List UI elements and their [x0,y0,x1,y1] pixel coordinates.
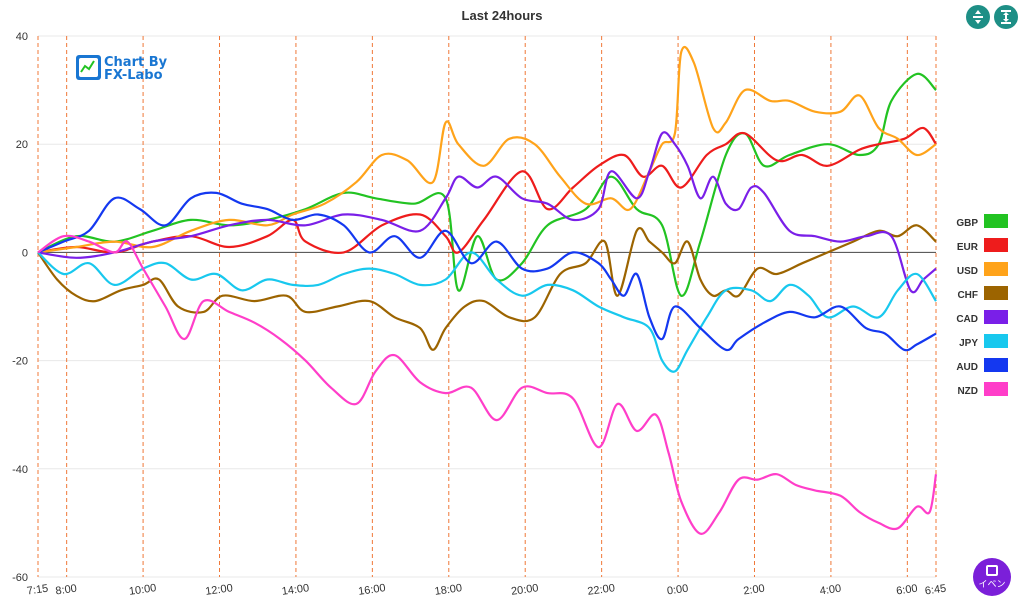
time-gridlines [37,36,937,577]
legend[interactable]: GBP EUR USD CHF CAD JPY AUD NZD [956,214,1008,397]
series-line-aud [37,191,937,352]
legend-label[interactable]: USD [957,266,978,277]
legend-swatch[interactable] [984,382,1008,396]
legend-label[interactable]: GBP [956,218,978,229]
series-line-chf [37,224,937,351]
legend-swatch[interactable] [984,358,1008,372]
legend-swatch[interactable] [984,262,1008,276]
logo-line2: FX-Labo [104,68,163,83]
y-tick-label: -60 [12,572,28,584]
legend-swatch[interactable] [984,286,1008,300]
x-tick-label: 10:00 [128,582,157,598]
x-tick-label: 14:00 [281,582,310,598]
logo-line1: Chart By [104,55,168,70]
event-button-label: イベン [978,578,1006,589]
split-view-button[interactable] [966,5,990,29]
y-tick-label: -40 [12,464,28,476]
y-tick-label: 20 [16,139,28,151]
x-tick-label: 6:00 [895,583,918,598]
x-tick-label: 20:00 [510,582,539,598]
series-line-nzd [37,234,938,535]
x-tick-label: 0:00 [666,583,689,598]
legend-swatch[interactable] [984,214,1008,228]
x-tick-label: 7:15 [26,583,49,598]
legend-swatch[interactable] [984,310,1008,324]
y-tick-label: -20 [12,356,28,368]
series-lines [37,46,938,535]
fit-view-button[interactable] [994,5,1018,29]
calendar-icon [986,564,998,576]
x-axis: 7:15 8:00 10:00 12:00 14:00 16:00 18:00 20:00 22… [26,582,947,598]
x-tick-label: 6:45 [924,583,947,598]
chart-title: Last 24hours [462,8,543,23]
y-tick-label: 40 [16,31,28,43]
x-tick-label: 22:00 [587,582,616,598]
legend-label[interactable]: JPY [959,338,978,349]
x-tick-label: 18:00 [434,582,463,598]
split-icon [973,10,983,24]
logo-chart-icon-line [80,60,95,73]
legend-label[interactable]: AUD [956,362,978,373]
logo: Chart By FX-Labo [76,55,168,83]
legend-label[interactable]: CHF [957,290,978,301]
fit-vertical-icon [1001,10,1011,24]
legend-label[interactable]: EUR [957,242,979,253]
x-tick-label: 16:00 [357,582,386,598]
x-tick-label: 12:00 [205,582,234,598]
x-tick-label: 8:00 [55,583,78,598]
series-line-eur [37,126,937,255]
series-line-cad [37,131,937,294]
legend-swatch[interactable] [984,334,1008,348]
legend-label[interactable]: NZD [957,386,978,397]
legend-label[interactable]: CAD [956,314,978,325]
x-tick-label: 2:00 [743,583,766,598]
event-button[interactable]: イベン [973,558,1011,596]
series-line-usd [37,46,937,254]
series-line-jpy [37,251,937,373]
grid [38,35,936,578]
series-line-gbp [37,72,937,297]
y-axis: 40 20 0 -20 -40 -60 [12,31,28,584]
legend-swatch[interactable] [984,238,1008,252]
y-tick-label: 0 [22,247,28,259]
x-tick-label: 4:00 [819,583,842,598]
